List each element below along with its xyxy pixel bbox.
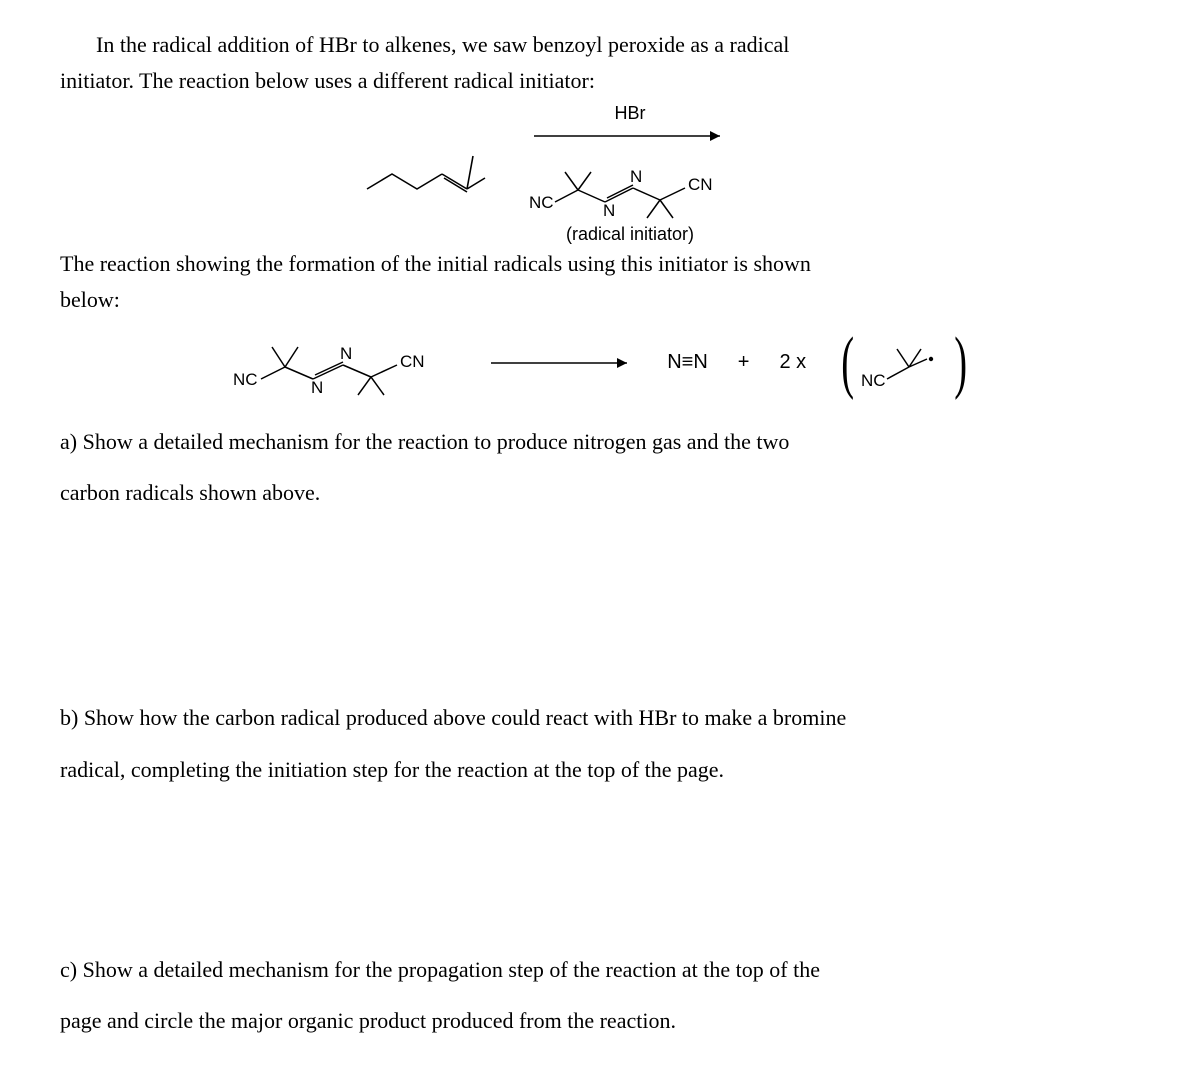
svg-text:CN: CN: [688, 175, 713, 194]
workspace-a: [60, 508, 1140, 703]
n2-text: N≡N: [667, 351, 708, 374]
left-paren: (: [841, 331, 854, 394]
right-paren: ): [955, 331, 968, 394]
question-a-line-1: a) Show a detailed mechanism for the rea…: [60, 427, 1140, 457]
svg-text:N: N: [340, 344, 352, 363]
svg-text:N: N: [311, 378, 323, 397]
aibn-decomposition-row: NC N N CN N≡N + 2 x ( NC: [60, 323, 1140, 403]
svg-text:NC: NC: [233, 370, 258, 389]
plus-text: +: [738, 351, 750, 374]
two-x-text: 2 x: [779, 351, 806, 374]
question-b-line-2: radical, completing the initiation step …: [60, 755, 1140, 785]
svg-text:NC: NC: [529, 193, 554, 212]
decomp-arrow: [487, 353, 637, 373]
intro-line-2: initiator. The reaction below uses a dif…: [60, 66, 1140, 96]
carbon-radical-structure: NC: [859, 331, 949, 395]
reaction-arrow-block: HBr: [525, 103, 735, 245]
workspace-b: [60, 785, 1140, 955]
sentence2-line-1: The reaction showing the formation of th…: [60, 249, 1140, 279]
svg-text:N: N: [630, 167, 642, 186]
svg-text:CN: CN: [400, 352, 425, 371]
question-a-line-2: carbon radicals shown above.: [60, 478, 1140, 508]
reaction-scheme-top: HBr: [60, 103, 1140, 245]
reaction-arrow: [530, 126, 730, 146]
svg-text:N: N: [603, 201, 615, 220]
question-c-line-2: page and circle the major organic produc…: [60, 1006, 1140, 1036]
page: In the radical addition of HBr to alkene…: [0, 0, 1200, 1066]
aibn-structure-under-arrow: NC N N CN: [525, 150, 735, 220]
intro-line-1: In the radical addition of HBr to alkene…: [60, 30, 1140, 60]
svg-text:NC: NC: [861, 371, 886, 390]
arrow-top-label: HBr: [615, 103, 646, 124]
alkene-structure: [357, 144, 507, 204]
question-b-line-1: b) Show how the carbon radical produced …: [60, 703, 1140, 733]
aibn-structure-left: NC N N CN: [227, 323, 457, 403]
question-c-line-1: c) Show a detailed mechanism for the pro…: [60, 955, 1140, 985]
sentence2-line-2: below:: [60, 285, 1140, 315]
initiator-caption: (radical initiator): [566, 224, 694, 245]
radical-product-paren: ( NC ): [836, 331, 973, 395]
